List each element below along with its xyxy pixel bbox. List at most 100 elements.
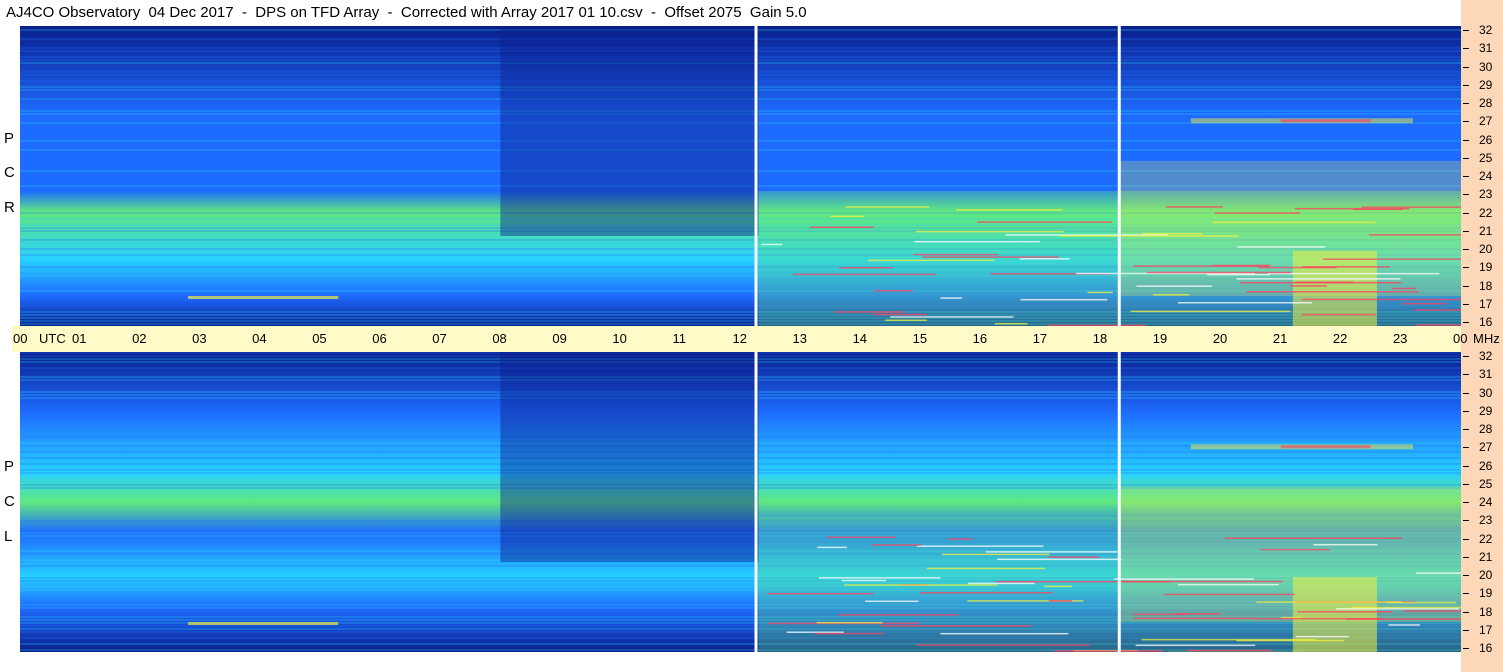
frequency-band [20, 487, 1461, 489]
frequency-band [20, 550, 1461, 552]
rfi-streak [1256, 601, 1403, 603]
frequency-unit-label: MHz [1473, 331, 1500, 346]
rfi-streak [1133, 265, 1269, 267]
utc-tick-label: 13 [792, 331, 807, 346]
rfi-streak [767, 622, 920, 625]
rfi-streak [1054, 650, 1163, 652]
rfi-streak [1237, 246, 1326, 248]
frequency-band [20, 643, 1461, 645]
frequency-band [20, 230, 1461, 232]
frequency-tick-label: 32 [1479, 23, 1493, 37]
frequency-band [20, 122, 1461, 124]
frequency-tick [1463, 303, 1469, 305]
rfi-streak [1207, 273, 1270, 276]
rcp-label-column: R C P [0, 26, 20, 326]
frequency-band [20, 607, 1461, 609]
lcp-spectrogram [20, 352, 1461, 652]
frequency-tick [1463, 285, 1469, 287]
rfi-streak [1245, 291, 1419, 293]
rfi-streak [1351, 606, 1461, 609]
frequency-band [20, 445, 1461, 447]
rfi-streak [1135, 644, 1256, 647]
frequency-band [20, 619, 1461, 621]
rfi-streak [990, 273, 1111, 275]
frequency-band [20, 290, 1461, 292]
rfi-streak [1130, 310, 1291, 313]
rfi-streak [1386, 601, 1456, 604]
rfi-streak [1164, 593, 1295, 596]
spectrogram-background [20, 26, 1461, 326]
utc-tick-label: 23 [1392, 331, 1408, 346]
frequency-band [20, 158, 1461, 160]
frequency-band [20, 242, 1461, 244]
rfi-streak [915, 230, 1064, 233]
frequency-band [20, 47, 1461, 49]
frequency-band [20, 212, 1461, 214]
frequency-band [20, 269, 1461, 271]
polarization-letter: P [4, 130, 15, 147]
frequency-band [20, 71, 1461, 73]
utc-tick-label: 06 [372, 331, 387, 346]
rfi-streak [1087, 291, 1113, 294]
frequency-band [20, 412, 1461, 414]
rfi-streak [1402, 302, 1447, 305]
frequency-band [20, 56, 1461, 58]
rfi-streak [874, 289, 913, 292]
frequency-tick [1463, 194, 1469, 196]
solar-burst-region [1292, 251, 1377, 326]
rfi-streak [1075, 272, 1255, 275]
frequency-tick [1463, 66, 1469, 68]
marker-line [754, 26, 758, 326]
rfi-streak [1059, 235, 1239, 237]
frequency-tick [1463, 356, 1469, 357]
frequency-tick-label: 24 [1479, 495, 1493, 509]
frequency-tick [1463, 374, 1469, 376]
night-absorption-region [500, 26, 759, 236]
lcp-label-column: L C P [0, 352, 20, 652]
frequency-tick-label: 18 [1479, 278, 1493, 293]
frequency-tick-label: 32 [1479, 349, 1493, 363]
rfi-streak [1113, 578, 1255, 580]
frequency-band [20, 628, 1461, 630]
frequency-band [20, 323, 1461, 325]
utc-tick-label: 10 [612, 331, 627, 346]
frequency-band [20, 616, 1461, 618]
rfi-streak [1267, 272, 1440, 275]
frequency-band [20, 541, 1461, 543]
polarization-letter: P [4, 458, 15, 475]
polarization-letter: C [4, 164, 15, 181]
frequency-axis [1461, 0, 1503, 672]
polarization-letter: L [4, 528, 13, 545]
utc-tick-label: 04 [252, 331, 267, 346]
rfi-streak [1175, 613, 1221, 615]
frequency-band [20, 394, 1461, 396]
rfi-streak [922, 256, 1059, 258]
utc-axis-label: UTC [39, 331, 66, 346]
frequency-tick [1463, 538, 1469, 540]
frequency-band [20, 553, 1461, 555]
frequency-band [20, 50, 1461, 52]
frequency-band [20, 296, 1461, 298]
rfi-streak [1336, 608, 1460, 610]
rcp-spectrogram-plot [20, 26, 1461, 326]
frequency-band [20, 631, 1461, 633]
frequency-tick-label: 27 [1479, 114, 1493, 129]
rfi-streak [1254, 617, 1383, 620]
frequency-band [20, 305, 1461, 307]
chart-title: AJ4CO Observatory 04 Dec 2017 - DPS on T… [6, 4, 807, 21]
frequency-tick [1463, 322, 1469, 323]
frequency-band [20, 559, 1461, 561]
utc-tick-label: 01 [72, 331, 87, 346]
rfi-streak [1414, 309, 1461, 311]
frequency-tick-label: 30 [1479, 59, 1493, 74]
polarization-letter: C [4, 493, 15, 510]
rfi-streak [826, 536, 896, 538]
rfi-streak [940, 632, 1069, 635]
frequency-tick-label: 25 [1479, 476, 1493, 491]
signal-band-27mhz [1280, 445, 1371, 449]
frequency-tick-label: 24 [1479, 169, 1493, 183]
rfi-streak [1005, 234, 1169, 236]
utc-tick-label: 02 [132, 331, 147, 346]
frequency-tick-label: 23 [1479, 513, 1493, 528]
utc-tick-label: 15 [912, 331, 928, 346]
